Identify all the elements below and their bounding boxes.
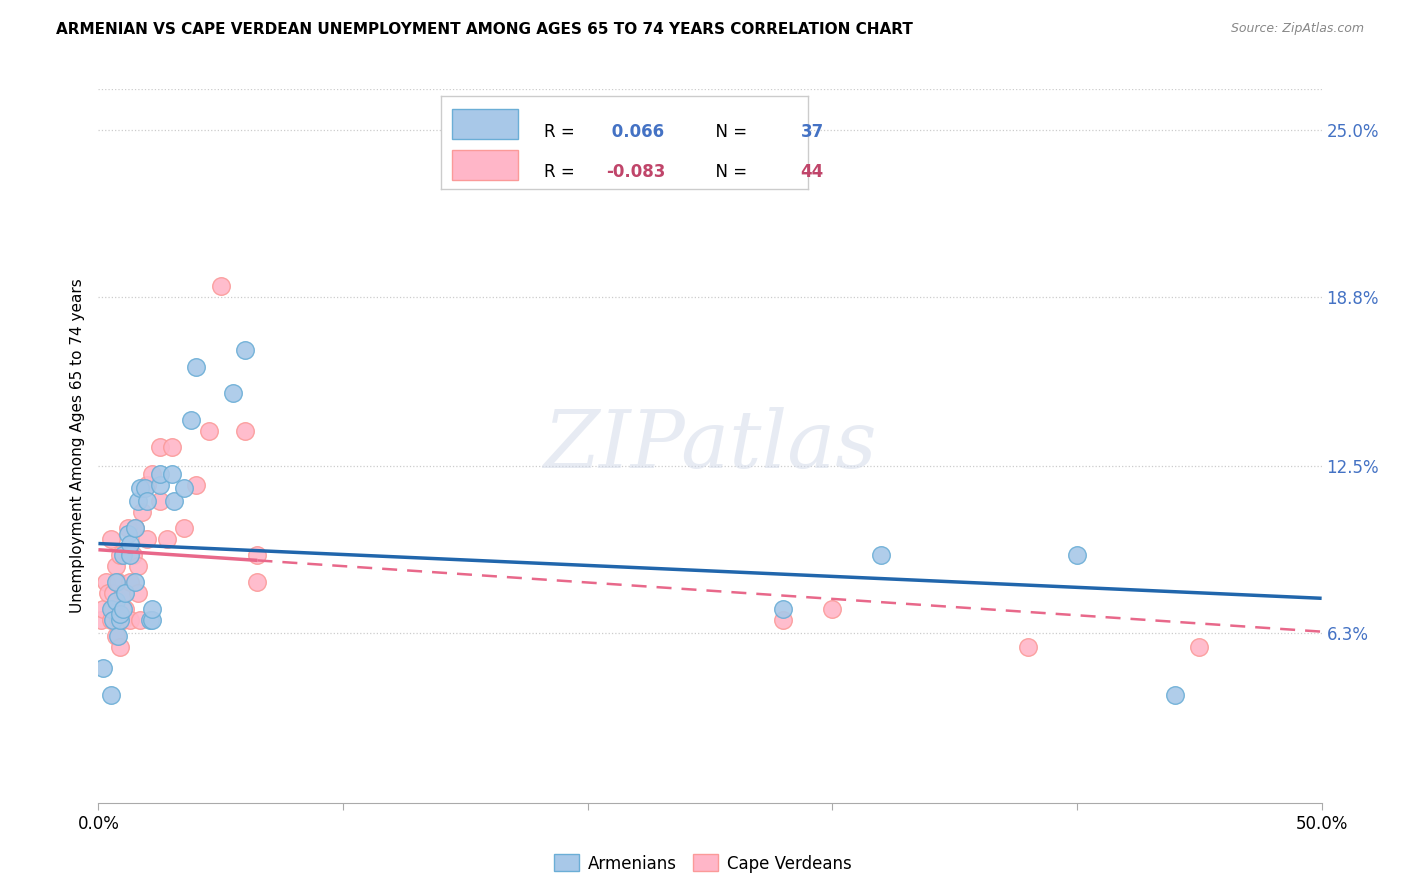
Point [114,602,136,616]
Point [141,613,163,627]
Point [1164,688,1187,702]
Point [186,359,208,374]
Point [110,640,132,654]
Point [104,558,127,573]
Point [141,602,163,616]
Point [136,494,159,508]
Point [163,494,186,508]
Point [101,586,124,600]
Text: ARMENIAN VS CAPE VERDEAN UNEMPLOYMENT AMONG AGES 65 TO 74 YEARS CORRELATION CHAR: ARMENIAN VS CAPE VERDEAN UNEMPLOYMENT AM… [56,22,912,37]
Legend: Armenians, Cape Verdeans: Armenians, Cape Verdeans [548,847,858,880]
Point [104,594,127,608]
Point [136,478,159,492]
Point [129,613,152,627]
Point [100,602,122,616]
FancyBboxPatch shape [451,150,517,180]
Point [222,386,245,401]
Point [111,602,134,616]
Point [160,441,183,455]
Point [1017,640,1039,654]
Point [121,548,143,562]
Point [233,424,256,438]
Point [233,343,256,358]
Point [156,532,179,546]
Point [149,478,172,492]
Point [1066,548,1088,562]
Text: 44: 44 [800,163,824,181]
Point [101,613,124,627]
Point [117,526,139,541]
Point [141,467,163,482]
Point [149,494,172,508]
FancyBboxPatch shape [451,110,517,139]
Point [127,586,149,600]
Point [821,602,844,616]
Point [104,574,127,589]
Point [111,613,134,627]
Text: R =: R = [544,122,579,141]
Point [139,613,162,627]
Point [110,613,132,627]
Y-axis label: Unemployment Among Ages 65 to 74 years: Unemployment Among Ages 65 to 74 years [69,278,84,614]
Point [100,532,122,546]
Point [173,521,195,535]
Point [131,505,153,519]
Point [104,629,127,643]
Point [97,586,120,600]
Text: R =: R = [544,163,579,181]
Point [91,661,114,675]
Point [124,574,146,589]
Point [127,494,149,508]
Point [173,481,195,495]
Point [100,688,122,702]
Point [149,467,172,482]
Point [94,574,117,589]
Text: ZIPatlas: ZIPatlas [543,408,877,484]
Point [114,586,136,600]
Point [127,558,149,573]
Point [160,467,183,482]
Point [120,613,142,627]
Point [129,481,152,495]
Point [1188,640,1211,654]
Point [100,613,122,627]
Text: N =: N = [706,163,752,181]
Text: 37: 37 [800,122,824,141]
Point [124,521,146,535]
Text: -0.083: -0.083 [606,163,665,181]
Point [149,441,172,455]
Point [136,532,159,546]
Point [180,413,202,427]
Point [101,602,124,616]
Point [120,574,142,589]
Point [120,537,142,551]
Point [107,613,129,627]
Point [772,602,794,616]
Point [111,586,134,600]
Point [197,424,219,438]
Point [110,607,132,622]
Point [134,481,156,495]
Point [120,548,142,562]
Point [111,548,134,562]
Point [209,278,232,293]
Text: Source: ZipAtlas.com: Source: ZipAtlas.com [1230,22,1364,36]
Point [90,613,112,627]
Point [246,574,269,589]
Point [107,629,129,643]
Point [110,548,132,562]
Point [107,574,129,589]
Point [870,548,893,562]
Point [246,548,269,562]
Text: 0.066: 0.066 [606,122,664,141]
Text: N =: N = [706,122,752,141]
Point [124,521,146,535]
Point [186,478,208,492]
Point [117,521,139,535]
Point [772,613,794,627]
Point [91,602,114,616]
